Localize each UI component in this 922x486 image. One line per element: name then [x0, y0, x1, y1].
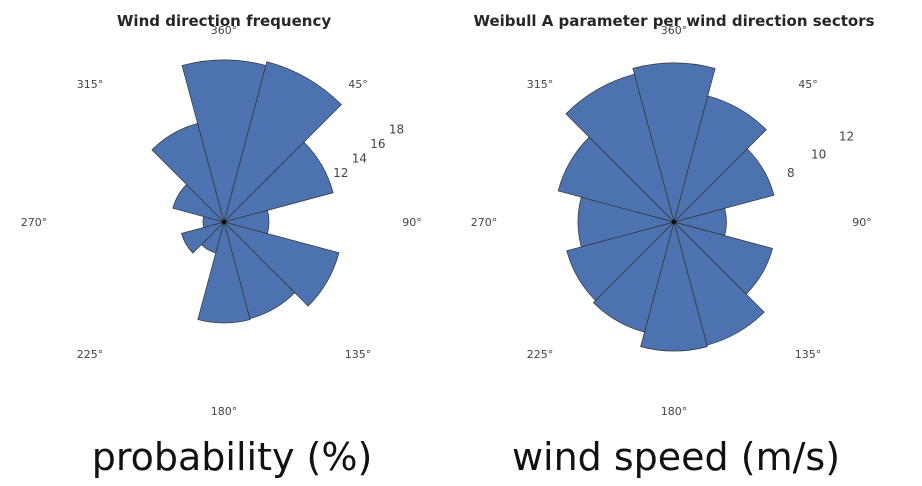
radial-tick-label: 10 — [811, 148, 826, 162]
polar-center-dot — [221, 219, 227, 225]
bar-sector-60 — [222, 141, 334, 223]
bar-sector-0 — [632, 62, 716, 224]
angle-label: 135° — [795, 348, 822, 361]
chart-title-weibull-a-parameter: Weibull A parameter per wind direction s… — [473, 12, 874, 30]
radial-tick-label: 12 — [333, 166, 348, 180]
bar-sector-60 — [672, 148, 775, 223]
polar-center-dot — [671, 219, 677, 225]
angle-label: 270° — [21, 216, 48, 229]
caption-probability: probability (%) — [92, 435, 373, 479]
bar-sector-180 — [197, 220, 251, 324]
chart-title-wind-direction-frequency: Wind direction frequency — [117, 12, 331, 30]
angle-label: 315° — [77, 78, 104, 91]
angle-label: 180° — [211, 405, 238, 418]
angle-label: 90° — [852, 216, 872, 229]
bar-sector-120 — [222, 221, 340, 307]
angle-label: 45° — [348, 78, 368, 91]
angle-label: 270° — [471, 216, 498, 229]
radial-tick-label: 18 — [389, 122, 404, 136]
bar-sector-30 — [223, 61, 342, 224]
angle-label: 45° — [798, 78, 818, 91]
bar-sector-330 — [565, 73, 675, 224]
radial-tick-label: 12 — [839, 129, 854, 143]
radial-tick-label: 14 — [352, 151, 367, 165]
bar-sector-240 — [566, 221, 676, 301]
angle-label: 315° — [527, 78, 554, 91]
angle-labels-probability: 360° 45° 90° 135° 180° 225° 270° 315° — [21, 24, 422, 418]
bar-sector-240 — [181, 221, 226, 254]
bars-group-wind-speed — [557, 62, 775, 352]
angle-labels-wind-speed: 360° 45° 90° 135° 180° 225° 270° 315° — [471, 24, 872, 418]
bars-group-probability — [151, 59, 342, 324]
caption-wind-speed: wind speed (m/s) — [512, 435, 840, 479]
angle-label: 180° — [661, 405, 688, 418]
bar-sector-30 — [673, 95, 767, 224]
angle-label: 225° — [527, 348, 554, 361]
radial-tick-label: 8 — [787, 166, 795, 180]
bar-sector-330 — [151, 123, 225, 224]
bar-sector-210 — [592, 220, 675, 333]
bar-sector-180 — [640, 220, 708, 352]
angle-label: 90° — [402, 216, 422, 229]
angle-label: 360° — [211, 24, 238, 37]
angle-label: 360° — [661, 24, 688, 37]
weibull-a-parameter-panel: Weibull A parameter per wind direction s… — [471, 12, 875, 479]
angle-label: 135° — [345, 348, 372, 361]
angle-label: 225° — [77, 348, 104, 361]
radial-ticks-wind-speed: 8 10 12 — [787, 129, 854, 180]
radial-tick-label: 16 — [370, 137, 385, 151]
